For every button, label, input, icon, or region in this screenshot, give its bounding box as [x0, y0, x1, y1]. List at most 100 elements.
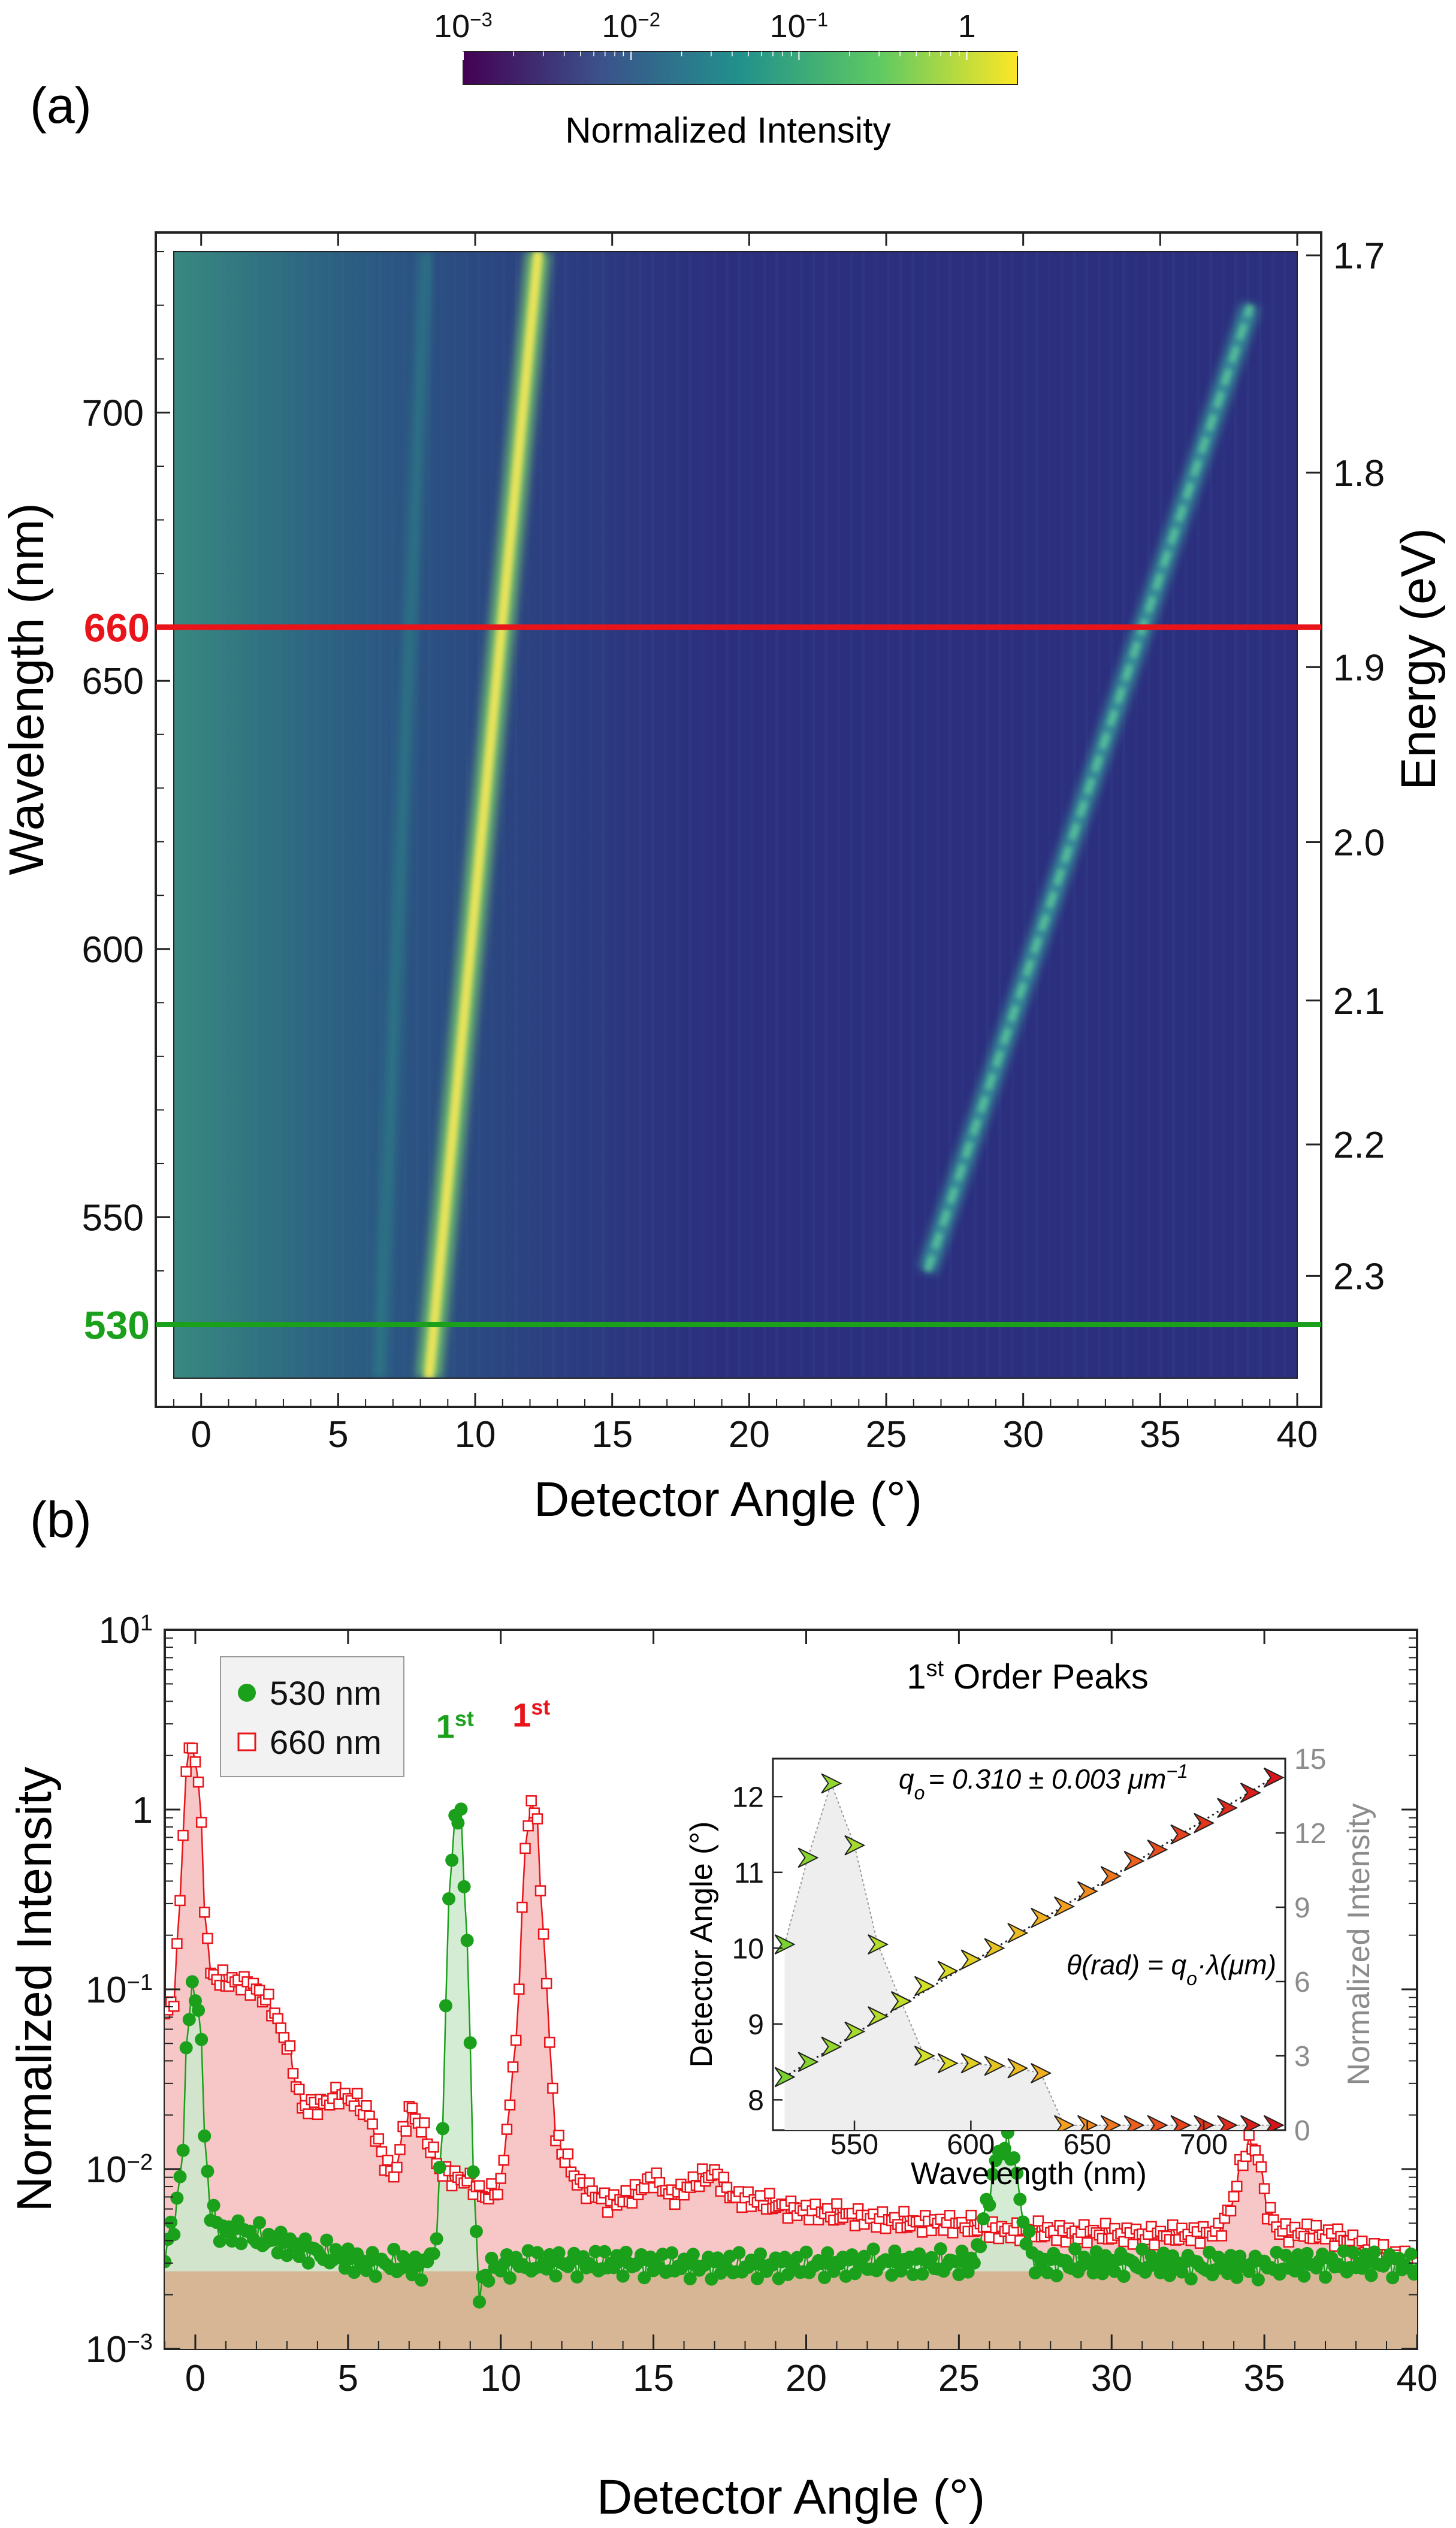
red-series-marker: [1194, 2237, 1206, 2249]
green-series-marker: [463, 2036, 477, 2050]
red-series-marker: [486, 2178, 497, 2189]
heatmap-streak: [775, 252, 778, 1378]
spectra-y-tick-label-base: 10: [86, 2329, 127, 2370]
green-series-marker: [292, 2250, 306, 2264]
heatmap-streak: [762, 252, 766, 1378]
red-series-marker: [1310, 2219, 1322, 2231]
colorbar-tick-label-base: 1: [958, 8, 976, 44]
heatmap-y2-tick-label: 1.9: [1333, 647, 1385, 688]
red-series-marker: [831, 2198, 842, 2210]
inset-y2-tick-label: 3: [1294, 2041, 1310, 2073]
red-series-marker: [1378, 2239, 1389, 2251]
peak-label-suffix: st: [455, 1706, 474, 1730]
red-series-marker: [253, 1985, 265, 1996]
red-series-marker: [473, 2180, 485, 2191]
heatmap-x-tick-label: 0: [191, 1414, 211, 1455]
red-series-marker: [669, 2198, 681, 2210]
inset-angle-marker: [914, 1976, 935, 1997]
green-series-marker: [1068, 2242, 1082, 2256]
red-series-marker: [849, 2220, 861, 2231]
inset-intensity-marker: [937, 2053, 959, 2074]
green-series-marker: [974, 2240, 987, 2254]
green-series-marker: [482, 2274, 496, 2288]
green-series-marker: [445, 1853, 459, 1867]
colorbar-ticks: 10−3 10−2 10−1 1: [434, 8, 1018, 60]
green-series-marker: [1013, 2192, 1027, 2206]
inset-y-tick-label: 8: [748, 2085, 764, 2116]
inset-angle-marker: [821, 2036, 842, 2057]
heatmap-y2-tick-label: 2.1: [1333, 981, 1385, 1022]
green-series-marker: [473, 2295, 487, 2309]
inset-angle-marker: [1217, 1798, 1238, 1819]
green-series-marker: [598, 2245, 612, 2258]
legend-label: 530 nm: [270, 1674, 382, 1712]
marked-wavelength-lines: 660 530: [84, 606, 1321, 1347]
spectra-x-tick-label: 15: [633, 2358, 674, 2399]
green-series-marker: [185, 1975, 199, 1989]
green-series-marker: [619, 2245, 633, 2259]
red-series-marker: [351, 2088, 363, 2100]
red-series-marker: [217, 1964, 229, 1976]
green-series-marker: [866, 2242, 880, 2256]
heatmap-x-tick-label: 30: [1002, 1414, 1044, 1455]
green-series-marker: [750, 2272, 764, 2285]
inset-angle-marker: [774, 2067, 796, 2088]
inset-angle-marker: [984, 1938, 1005, 1959]
heatmap-streak: [1122, 252, 1126, 1378]
inset-x-tick-label: 550: [830, 2129, 878, 2161]
green-series-marker: [1016, 2215, 1030, 2229]
heatmap-streak: [713, 252, 717, 1378]
inset-intensity-marker: [984, 2055, 1005, 2076]
legend-marker-square: [237, 1732, 256, 1751]
red-series-marker: [782, 2212, 794, 2224]
green-series-marker: [1367, 2245, 1381, 2259]
green-series-marker: [1175, 2265, 1189, 2279]
inset-relation-text: θ(rad) = qo·λ(μm): [1067, 1949, 1276, 1989]
inset-intensity-marker: [798, 1847, 819, 1868]
green-series-marker: [857, 2249, 871, 2263]
heatmap-y2-tick-label: 2.2: [1333, 1125, 1385, 1166]
red-series-marker: [171, 1938, 183, 1949]
colorbar-tick-label-exp: −3: [470, 8, 493, 31]
green-series-marker: [1022, 2225, 1036, 2239]
heatmap-streak: [266, 252, 270, 1378]
heatmap-streak: [316, 252, 319, 1378]
heatmap-streak: [353, 252, 357, 1378]
red-series-marker: [186, 1742, 198, 1754]
spectra-x-tick-label: 25: [938, 2358, 980, 2399]
heatmap-streak: [564, 252, 567, 1378]
inset-x-tick-label: 700: [1180, 2129, 1228, 2161]
green-series-marker: [170, 2191, 184, 2205]
inset-intensity-marker: [1147, 2115, 1168, 2130]
inset-intensity-marker: [774, 1934, 796, 1955]
red-series-marker: [195, 1817, 207, 1828]
spectra-x-tick-label: 20: [786, 2358, 827, 2399]
heatmap-streak: [1246, 252, 1250, 1378]
heatmap-x-tick-label: 25: [866, 1414, 907, 1455]
heatmap-streak: [998, 252, 1002, 1378]
heatmap-streak: [1110, 252, 1113, 1378]
heatmap-streak: [1221, 252, 1225, 1378]
green-series-marker: [176, 2143, 190, 2157]
green-series-marker: [274, 2225, 288, 2239]
heatmap-streak: [911, 252, 915, 1378]
heatmap-streak: [1097, 252, 1101, 1378]
green-series-marker: [454, 1802, 468, 1816]
red-series-marker: [180, 1766, 192, 1777]
green-series-marker: [433, 2161, 446, 2174]
inset-angle-marker: [1194, 1813, 1215, 1834]
red-series-marker: [522, 1820, 534, 1832]
inset-axes: 550 600 650 700 8 9 10 11 12 0 3 6 9 12 15: [732, 1744, 1327, 2161]
heatmap-streak: [924, 252, 927, 1378]
heatmap-ylabel: Wavelength (nm): [0, 503, 54, 875]
red-series-marker: [275, 2022, 286, 2034]
green-series-marker: [1346, 2246, 1360, 2260]
green-series-marker: [530, 2246, 544, 2260]
red-series-marker: [303, 2108, 314, 2119]
red-series-marker: [189, 1756, 201, 1768]
green-series-marker: [460, 1934, 474, 1947]
green-series-marker: [986, 2167, 999, 2181]
green-series-marker: [179, 2041, 193, 2055]
red-series-marker: [312, 2109, 324, 2121]
panel-a-label: (a): [30, 77, 92, 134]
